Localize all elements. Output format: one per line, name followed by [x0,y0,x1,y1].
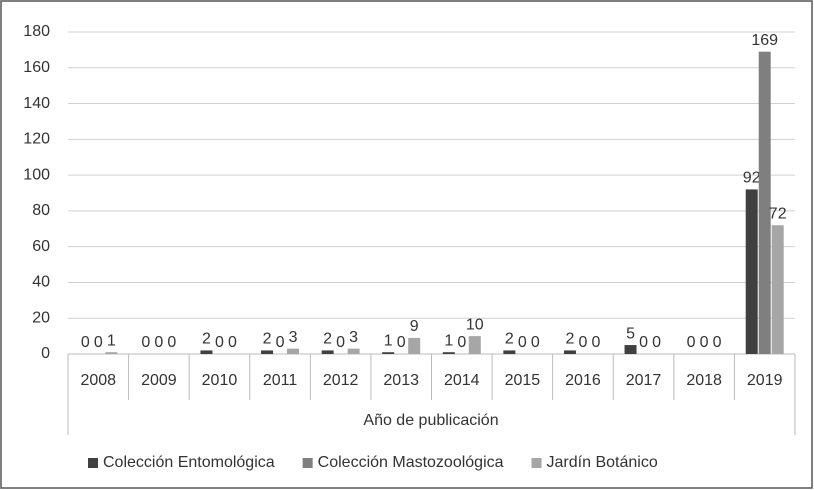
bar [261,350,274,354]
y-tick-label: 120 [23,131,50,148]
bar [468,336,481,354]
bar [771,225,784,354]
data-label: 2 [263,331,272,348]
data-label: 3 [349,329,358,346]
y-tick-label: 60 [32,238,50,255]
data-label: 1 [107,332,116,349]
legend-swatch [88,458,98,468]
legend-label: Colección Entomológica [103,454,275,471]
bar [758,51,771,355]
bar [200,350,213,354]
y-tick-label: 20 [32,309,50,326]
y-tick-label: 0 [41,345,50,362]
x-tick-label: 2008 [80,372,116,389]
data-label: 92 [743,170,761,187]
data-label: 0 [141,334,150,351]
data-label: 0 [700,334,709,351]
data-label: 10 [466,316,484,333]
y-tick-label: 160 [23,59,50,76]
y-tick-label: 40 [32,274,50,291]
x-tick-label: 2014 [444,372,480,389]
y-tick-label: 140 [23,95,50,112]
legend-label: Jardín Botánico [547,454,658,471]
legend-swatch [531,458,542,468]
bar [321,350,334,354]
data-label: 0 [276,334,285,351]
data-label: 0 [215,334,224,351]
bar [287,348,300,354]
data-label: 2 [202,331,211,348]
bar [347,348,360,354]
data-label: 0 [652,334,661,351]
bar [408,337,421,354]
data-label: 0 [81,334,90,351]
data-label: 0 [579,334,588,351]
data-label: 0 [94,334,103,351]
y-tick-label: 180 [23,23,50,40]
x-tick-label: 2015 [505,372,541,389]
data-label: 1 [444,332,453,349]
bar [442,352,455,354]
data-label: 0 [457,334,466,351]
data-label: 0 [167,334,176,351]
data-label: 0 [592,334,601,351]
x-tick-label: 2011 [263,372,298,389]
x-tick-label: 2010 [202,372,238,389]
data-label: 9 [410,318,419,335]
data-label: 0 [154,334,163,351]
data-label: 0 [687,334,696,351]
bar [624,345,637,354]
x-tick-label: 2009 [141,372,177,389]
legend-swatch [302,458,313,468]
bar [503,350,516,354]
data-label: 72 [769,205,787,222]
data-label: 2 [505,331,514,348]
data-label: 0 [336,334,345,351]
x-tick-label: 2018 [686,372,722,389]
data-label: 0 [531,334,540,351]
data-label: 0 [639,334,648,351]
x-tick-label: 2016 [565,372,601,389]
x-tick-label: 2017 [626,372,662,389]
data-label: 2 [323,331,332,348]
legend-label: Colección Mastozoológica [318,454,504,471]
x-tick-label: 2013 [383,372,419,389]
bar [105,352,118,354]
data-label: 3 [289,329,298,346]
data-label: 169 [751,32,778,49]
data-label: 5 [626,325,635,342]
bar [563,350,576,354]
data-label: 0 [713,334,722,351]
bar [382,352,395,354]
data-label: 0 [228,334,237,351]
data-label: 0 [397,334,406,351]
x-axis-title: Año de publicación [363,412,498,429]
data-label: 2 [566,331,575,348]
x-tick-label: 2012 [323,372,359,389]
y-tick-label: 100 [23,166,50,183]
data-label: 0 [518,334,527,351]
bar [745,189,758,354]
data-label: 1 [384,332,393,349]
x-tick-label: 2019 [747,372,783,389]
y-tick-label: 80 [32,202,50,219]
